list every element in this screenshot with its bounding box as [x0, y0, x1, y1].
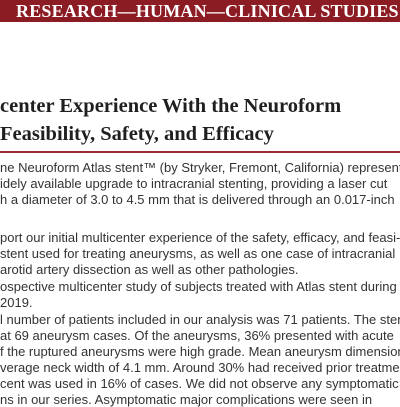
abstract-line: ospective multicenter study of subjects …: [0, 279, 397, 294]
abstract-line: l number of patients included in our ana…: [0, 312, 400, 327]
abstract-line: verage neck width of 4.1 mm. Around 30% …: [0, 360, 400, 375]
abstract-line: arotid artery dissection as well as othe…: [0, 262, 299, 277]
abstract-line: cent was used in 16% of cases. We did no…: [0, 376, 399, 391]
article-title-line-2: Feasibility, Safety, and Efficacy: [0, 123, 274, 145]
article-title-line-1: center Experience With the Neuroform: [0, 95, 342, 117]
title-divider: [0, 151, 400, 153]
abstract-line: 2019.: [0, 295, 33, 310]
section-header-band: RESEARCH—HUMAN—CLINICAL STUDIES: [0, 0, 400, 22]
abstract-line: at 69 aneurysm cases. Of the aneurysms, …: [0, 328, 394, 343]
abstract-line: f the ruptured aneurysms were high grade…: [0, 344, 400, 359]
abstract-line: idely available upgrade to intracranial …: [0, 176, 388, 191]
abstract-line: stent used for treating aneurysms, as we…: [0, 246, 396, 261]
abstract-line: h a diameter of 3.0 to 4.5 mm that is de…: [0, 192, 395, 207]
abstract-line: port our initial multicenter experience …: [0, 230, 400, 245]
section-header-label: RESEARCH—HUMAN—CLINICAL STUDIES: [16, 1, 399, 21]
abstract-line: ne Neuroform Atlas stent™ (by Stryker, F…: [0, 160, 400, 175]
